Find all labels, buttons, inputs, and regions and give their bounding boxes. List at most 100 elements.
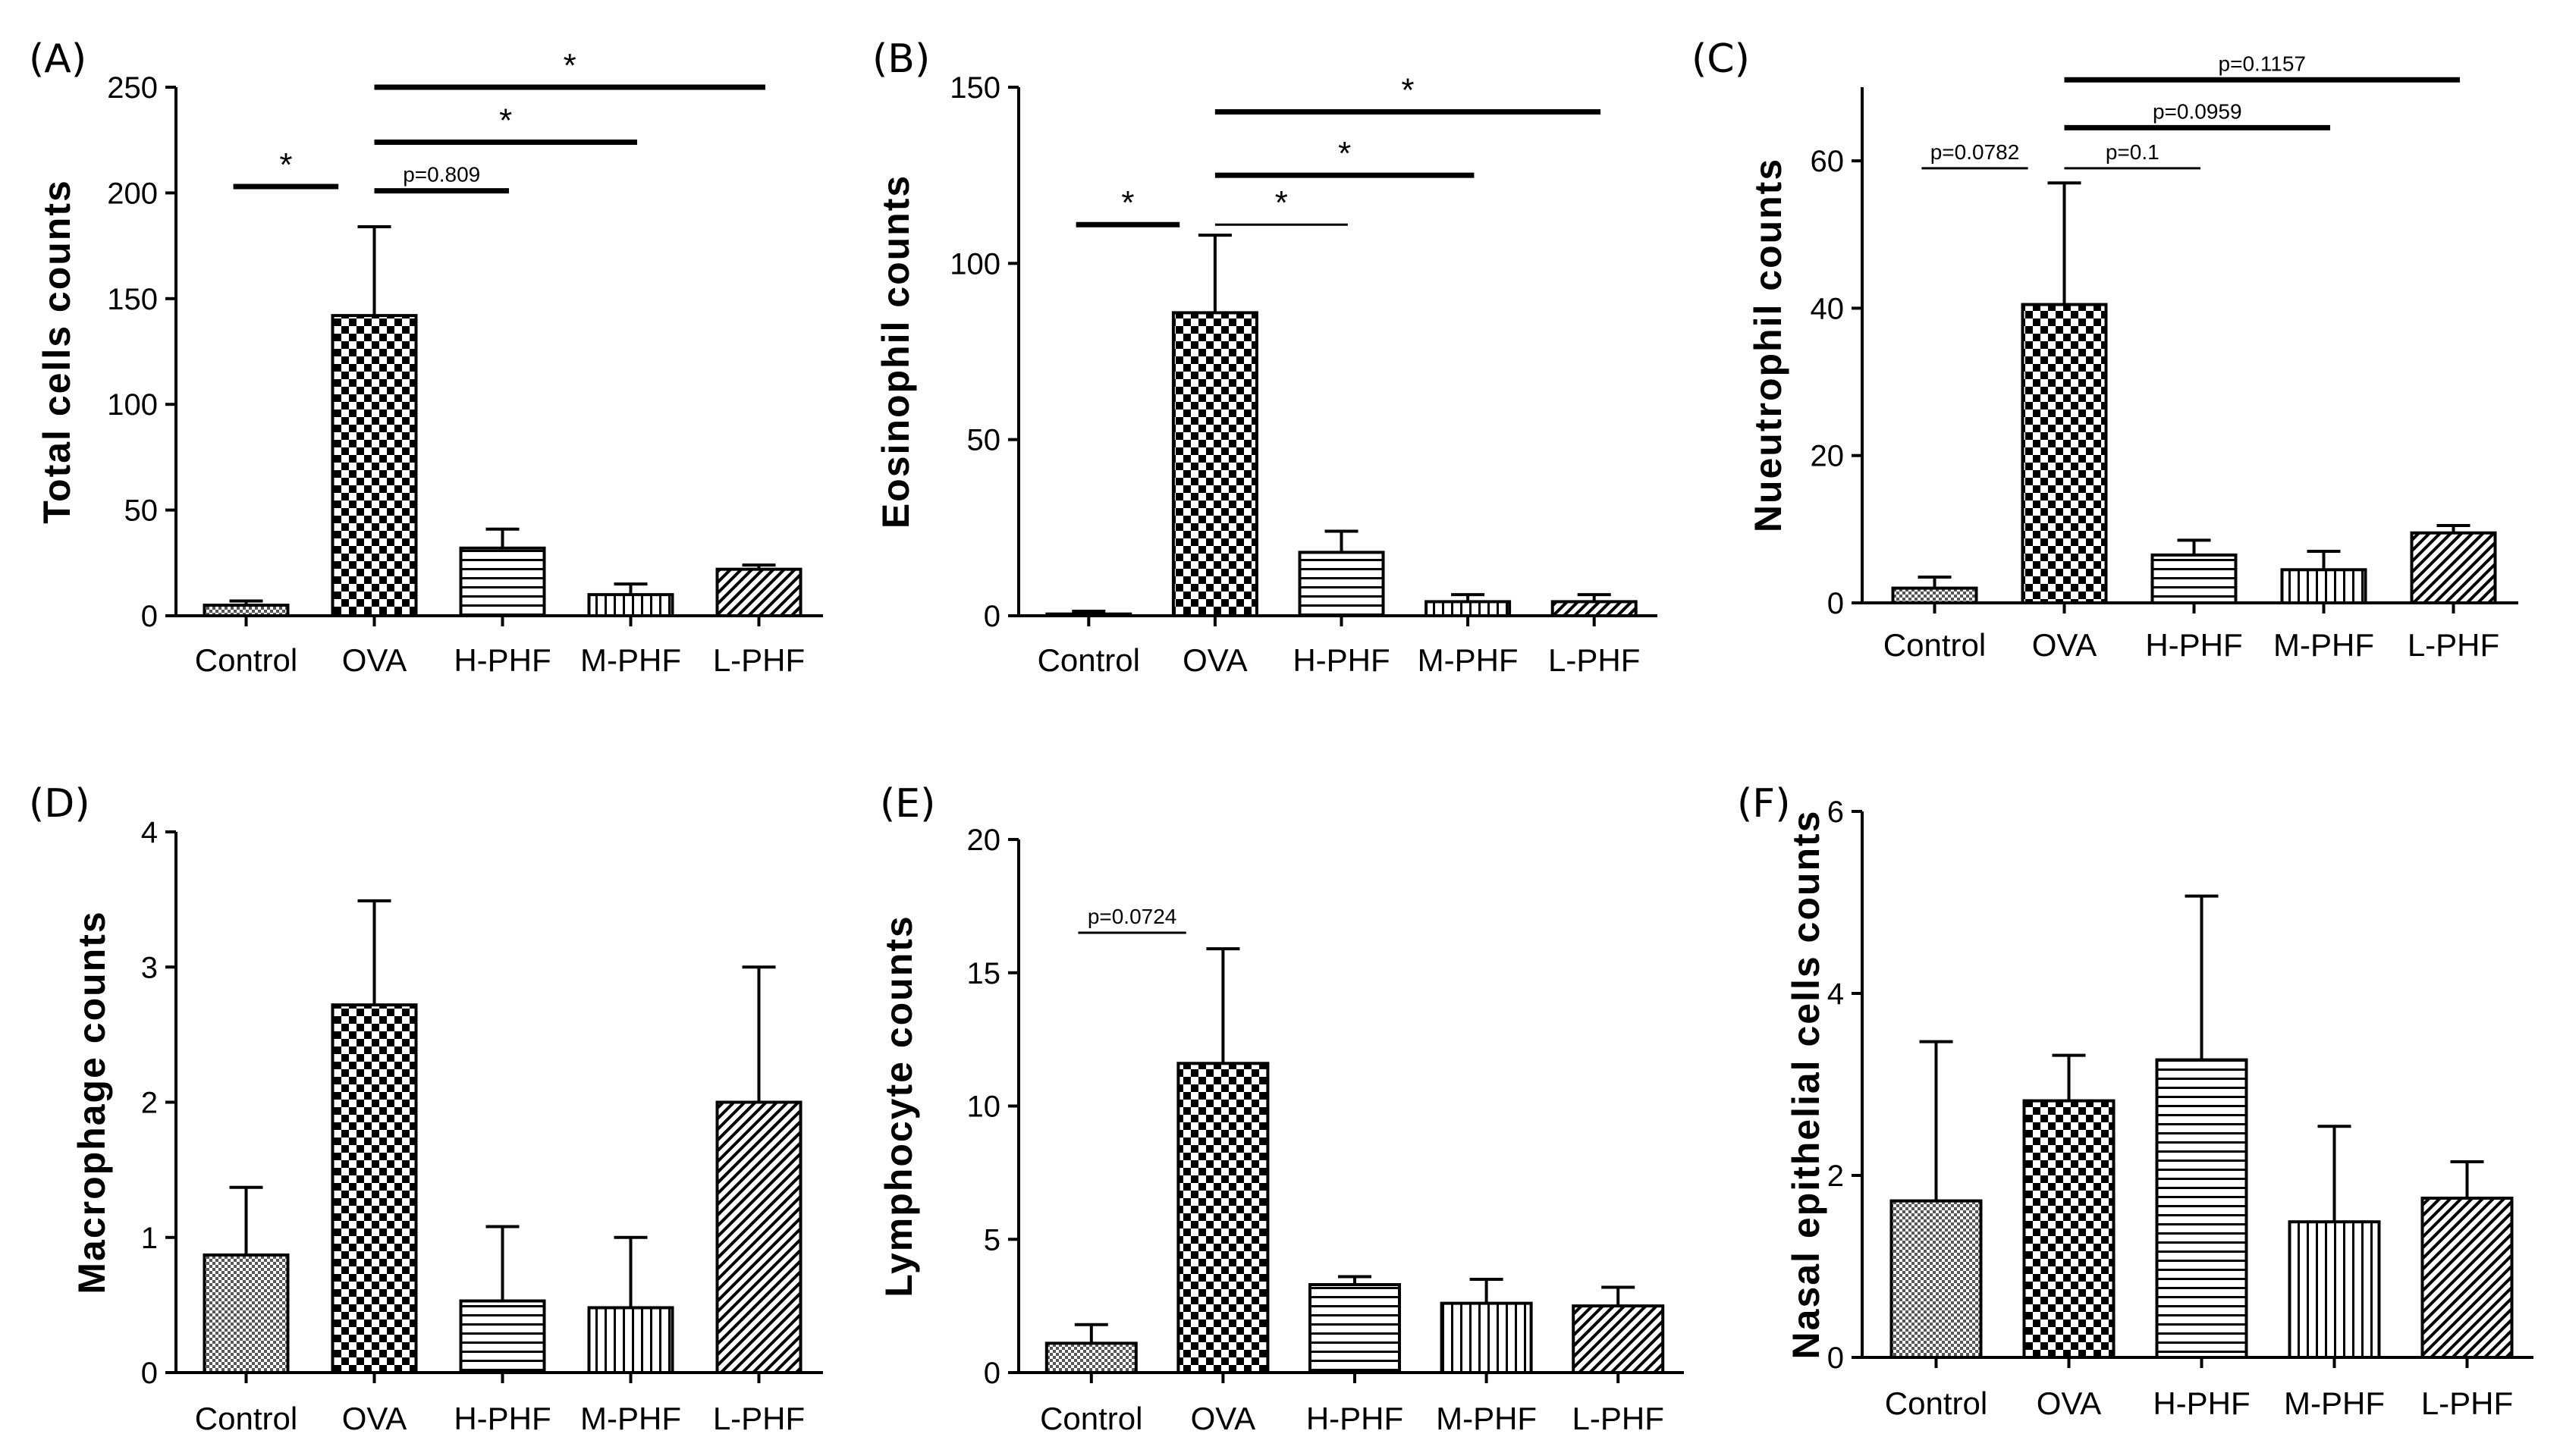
bar	[203, 1253, 290, 1374]
category-label: M-PHF	[580, 642, 681, 678]
panel-label: (C)	[1691, 36, 1750, 82]
category-label: H-PHF	[454, 1401, 551, 1436]
y-tick-label: 10	[967, 1090, 1001, 1124]
panel-d: (D) Macrophage counts 0 1 2 3 4 Control OVA H-PHF…	[29, 781, 823, 1436]
bar	[2288, 1220, 2381, 1359]
category-label: Control	[1040, 1401, 1142, 1436]
y-tick-label: 15	[967, 957, 1001, 990]
bar	[331, 1003, 418, 1375]
y-axis-title: Macrophage counts	[71, 910, 113, 1294]
panel-label: (A)	[29, 36, 86, 82]
category-label: L-PHF	[1572, 1401, 1664, 1436]
bar	[459, 1299, 546, 1374]
y-tick-label: 50	[967, 424, 1001, 457]
bar	[1044, 1341, 1138, 1374]
category-label: OVA	[2032, 627, 2097, 663]
y-tick-label: 0	[141, 1357, 158, 1390]
category-label: H-PHF	[1293, 642, 1390, 678]
panel-label: (F)	[1737, 781, 1790, 827]
significance-label: p=0.0724	[1088, 905, 1177, 928]
y-axis-title: Nasal epithelial cells counts	[1785, 810, 1827, 1360]
y-axis-title: Lymphocyte counts	[878, 915, 920, 1297]
bar	[1045, 612, 1132, 618]
category-label: M-PHF	[2284, 1385, 2385, 1421]
category-label: Control	[195, 642, 297, 678]
y-axis-title: Total cells counts	[36, 179, 78, 524]
category-label: L-PHF	[2421, 1385, 2513, 1421]
y-tick-label: 100	[107, 388, 158, 422]
bar	[1889, 1199, 1983, 1359]
category-label: Control	[1038, 642, 1140, 678]
y-tick-label: 1	[141, 1222, 158, 1255]
bar	[1171, 311, 1258, 617]
category-label: OVA	[1191, 1401, 1256, 1436]
bar	[2420, 1197, 2514, 1359]
panel-c: (C) Nueutrophil counts 0 20 40 60 Control OVA H-…	[1691, 36, 2518, 663]
bar	[1440, 1301, 1533, 1374]
bar	[2150, 553, 2238, 604]
category-label: OVA	[1183, 642, 1248, 678]
y-tick-label: 200	[107, 177, 158, 210]
y-axis-title: Eosinophil counts	[875, 174, 917, 529]
bar	[1176, 1062, 1270, 1374]
bar	[587, 593, 674, 617]
bar	[2021, 303, 2108, 604]
bar	[1308, 1283, 1401, 1375]
bar	[1572, 1304, 1665, 1374]
category-label: H-PHF	[2145, 627, 2242, 663]
significance-label: *	[279, 146, 292, 184]
y-tick-label: 0	[1827, 1341, 1844, 1375]
y-tick-label: 150	[107, 283, 158, 316]
significance-label: *	[1275, 184, 1288, 221]
significance-label: *	[499, 102, 512, 139]
significance-label: p=0.1	[2106, 140, 2160, 164]
y-tick-label: 20	[967, 824, 1001, 857]
category-label: M-PHF	[1436, 1401, 1537, 1436]
y-tick-label: 40	[1811, 292, 1845, 325]
bar	[1891, 586, 1978, 604]
panel-e: (E) Lymphocyte counts 0 5 10 15 20 Control OVA H-…	[878, 781, 1684, 1436]
y-tick-label: 5	[984, 1223, 1000, 1257]
category-label: L-PHF	[713, 1401, 805, 1436]
panel-label: (B)	[872, 36, 930, 82]
category-label: OVA	[342, 1401, 407, 1436]
y-tick-label: 2	[1827, 1159, 1844, 1193]
panel-f: (F)Nasal epithelial cells counts 0 2 4 6 Cont…	[1737, 781, 2533, 1421]
bar	[1550, 600, 1638, 617]
category-label: H-PHF	[1306, 1401, 1403, 1436]
category-label: Control	[1885, 1385, 1987, 1421]
panel-a: (A) Total cells counts 0 50 100 150 200 250 Cont…	[29, 36, 823, 678]
panel-label: (D)	[29, 781, 90, 827]
y-tick-label: 60	[1811, 145, 1845, 178]
category-label: OVA	[342, 642, 407, 678]
bar	[1298, 551, 1385, 617]
y-tick-label: 0	[141, 600, 158, 633]
y-tick-label: 100	[950, 247, 1000, 281]
category-label: OVA	[2037, 1385, 2102, 1421]
significance-label: p=0.1157	[2219, 52, 2307, 75]
y-tick-label: 4	[1827, 977, 1844, 1011]
y-tick-label: 6	[1827, 795, 1844, 829]
significance-label: p=0.0782	[1930, 140, 2020, 164]
significance-label: *	[1401, 72, 1414, 109]
category-label: L-PHF	[2408, 627, 2499, 663]
significance-label: *	[1338, 135, 1351, 172]
panel-label: (E)	[880, 781, 935, 827]
significance-label: *	[564, 47, 576, 84]
bar	[331, 314, 418, 617]
bar	[459, 546, 546, 617]
y-tick-label: 0	[984, 1357, 1000, 1390]
category-label: Control	[1883, 627, 1986, 663]
bar	[203, 604, 290, 617]
significance-label: p=0.0959	[2153, 99, 2242, 123]
bar	[587, 1306, 674, 1374]
category-label: L-PHF	[1548, 642, 1640, 678]
y-tick-label: 2	[141, 1087, 158, 1120]
significance-label: *	[1121, 184, 1134, 221]
y-tick-label: 150	[950, 71, 1000, 105]
y-tick-label: 20	[1811, 440, 1845, 473]
y-tick-label: 0	[1827, 587, 1844, 620]
bar	[2410, 531, 2497, 605]
category-label: M-PHF	[580, 1401, 681, 1436]
